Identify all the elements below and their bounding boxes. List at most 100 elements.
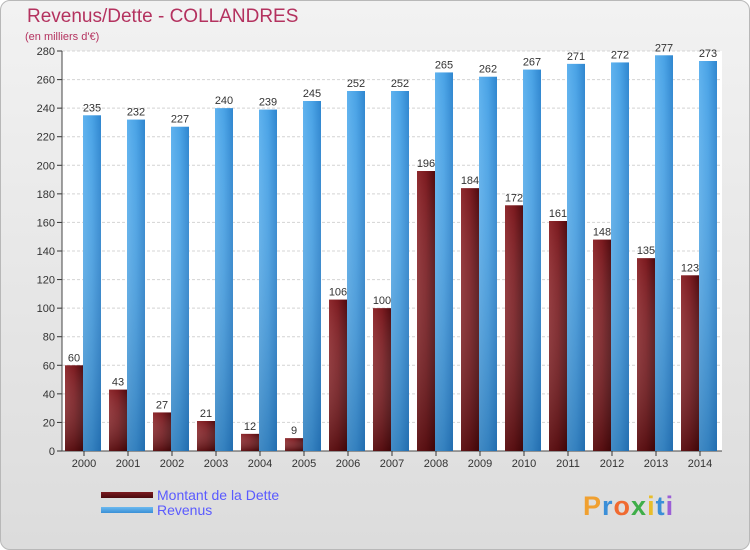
legend-item-debt: Montant de la Dette — [101, 486, 280, 503]
data-label-revenus: 272 — [611, 49, 629, 61]
y-tick-label: 140 — [37, 246, 55, 258]
chart-title: Revenus/Dette - COLLANDRES — [27, 6, 299, 27]
data-label-revenus: 245 — [303, 88, 321, 100]
bar-debt-shade — [417, 171, 435, 451]
data-label-debt: 12 — [244, 421, 256, 433]
data-label-revenus: 232 — [127, 107, 145, 119]
data-label-debt: 9 — [291, 425, 297, 437]
data-label-debt: 106 — [329, 287, 347, 299]
bar-revenus-shade — [215, 108, 233, 452]
legend: Montant de la Dette Revenus — [101, 486, 280, 518]
bar-debt-shade — [373, 308, 391, 451]
bar-debt-shade — [65, 365, 83, 451]
x-tick-label: 2004 — [248, 458, 272, 470]
bar-debt-shade — [329, 299, 347, 451]
y-tick-label: 200 — [37, 160, 55, 172]
y-tick-label: 280 — [37, 46, 55, 58]
data-label-debt: 135 — [637, 245, 655, 257]
legend-item-revenus: Revenus — [101, 501, 279, 518]
data-label-revenus: 252 — [391, 78, 409, 90]
bar-revenus-shade — [655, 55, 673, 452]
legend-label-debt: Montant de la Dette — [157, 486, 280, 503]
y-tick-label: 0 — [49, 446, 55, 458]
data-label-debt: 196 — [417, 158, 435, 170]
proxiti-logo: Proxiti — [583, 491, 674, 522]
bar-debt-shade — [109, 389, 127, 451]
x-tick-label: 2002 — [160, 458, 184, 470]
x-tick-label: 2010 — [512, 458, 536, 470]
bar-revenus-shade — [171, 126, 189, 451]
x-tick-label: 2007 — [380, 458, 404, 470]
data-label-debt: 172 — [505, 192, 523, 204]
logo-letter: P — [583, 491, 603, 521]
data-label-revenus: 277 — [655, 42, 673, 54]
data-label-revenus: 227 — [171, 114, 189, 126]
data-label-revenus: 267 — [523, 57, 541, 69]
bar-revenus-shade — [303, 101, 321, 451]
data-label-revenus: 240 — [215, 95, 233, 107]
data-label-debt: 184 — [461, 175, 479, 187]
x-tick-label: 2012 — [600, 458, 624, 470]
chart-subtitle: (en milliers d'€) — [25, 31, 100, 43]
bar-debt-shade — [681, 275, 699, 451]
y-tick-label: 220 — [37, 132, 55, 144]
legend-swatch-debt — [101, 491, 153, 498]
y-tick-label: 180 — [37, 189, 55, 201]
x-tick-label: 2006 — [336, 458, 360, 470]
x-tick-label: 2003 — [204, 458, 228, 470]
data-label-revenus: 271 — [567, 51, 585, 63]
logo-letter: i — [647, 491, 656, 521]
x-tick-label: 2008 — [424, 458, 448, 470]
y-tick-label: 60 — [43, 360, 55, 372]
y-tick-label: 100 — [37, 303, 55, 315]
x-tick-label: 2005 — [292, 458, 316, 470]
x-tick-label: 2014 — [688, 458, 712, 470]
bar-debt-shade — [593, 239, 611, 451]
x-tick-label: 2000 — [72, 458, 96, 470]
bar-revenus-shade — [83, 115, 101, 452]
data-label-debt: 148 — [593, 227, 611, 239]
bar-revenus-shade — [347, 91, 365, 451]
y-tick-label: 260 — [37, 75, 55, 87]
x-tick-label: 2001 — [116, 458, 140, 470]
bar-revenus-shade — [611, 62, 629, 452]
logo-letter: x — [631, 491, 648, 521]
data-label-revenus: 273 — [699, 48, 717, 60]
bar-revenus-shade — [523, 69, 541, 452]
data-label-revenus: 239 — [259, 97, 277, 109]
legend-swatch-revenus — [101, 506, 153, 513]
y-tick-label: 240 — [37, 103, 55, 115]
bar-debt-shade — [637, 258, 655, 451]
data-label-revenus: 262 — [479, 64, 497, 76]
data-label-revenus: 235 — [83, 102, 101, 114]
logo-letter: r — [602, 491, 614, 521]
bar-revenus-shade — [699, 61, 717, 451]
bar-debt-shade — [285, 438, 303, 451]
logo-letter: i — [665, 491, 675, 521]
x-tick-label: 2011 — [556, 458, 580, 470]
x-tick-label: 2009 — [468, 458, 492, 470]
bar-revenus-shade — [567, 63, 585, 451]
y-tick-label: 120 — [37, 275, 55, 287]
legend-label-revenus: Revenus — [157, 501, 213, 518]
bar-revenus-shade — [479, 76, 497, 451]
bar-debt-shade — [241, 433, 259, 451]
data-label-debt: 27 — [156, 399, 168, 411]
y-tick-label: 20 — [43, 417, 55, 429]
bar-revenus-shade — [435, 72, 453, 451]
y-tick-label: 160 — [37, 217, 55, 229]
data-label-revenus: 265 — [435, 59, 453, 71]
x-tick-label: 2013 — [644, 458, 668, 470]
data-label-debt: 123 — [681, 262, 699, 274]
bar-debt-shade — [153, 412, 171, 451]
data-label-debt: 21 — [200, 408, 212, 420]
y-tick-label: 80 — [43, 332, 55, 344]
y-tick-label: 40 — [43, 389, 55, 401]
bar-debt-shade — [549, 221, 567, 451]
bar-revenus-shade — [259, 109, 277, 452]
logo-letter: t — [655, 491, 666, 521]
data-label-debt: 43 — [112, 377, 124, 389]
bar-revenus-shade — [391, 91, 409, 451]
